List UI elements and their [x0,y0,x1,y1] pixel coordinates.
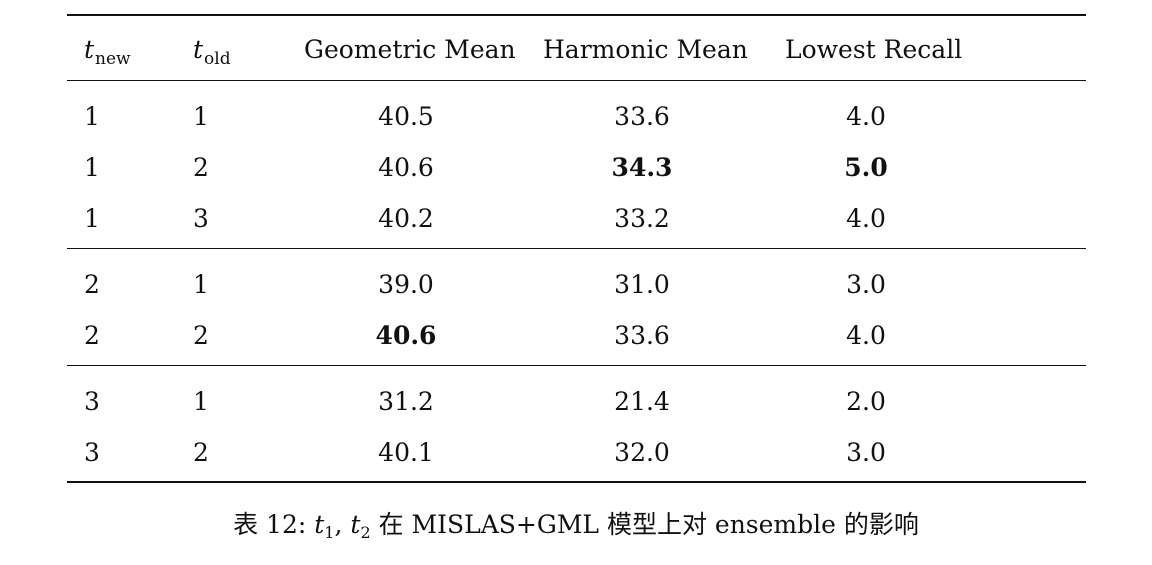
cell-geometric-mean: 39.0 [378,270,434,299]
cell-lowest-recall: 4.0 [846,321,886,350]
cell-lowest-recall: 4.0 [846,204,886,233]
cell-lowest-recall: 4.0 [846,102,886,131]
cell-t-new: 2 [84,321,100,350]
cell-harmonic-mean: 33.2 [614,204,670,233]
table-group-rule [67,365,1086,366]
cell-harmonic-mean-best: 34.3 [611,153,673,182]
cell-lowest-recall: 3.0 [846,270,886,299]
cell-geometric-mean-best: 40.6 [375,321,437,350]
table-bottom-rule [67,481,1086,483]
table-caption: 表 12: t1, t2 在 MISLAS+GML 模型上对 ensemble … [233,510,919,542]
cell-t-old: 2 [193,321,209,350]
cell-harmonic-mean: 33.6 [614,102,670,131]
header-harmonic-mean: Harmonic Mean [543,35,748,64]
cell-harmonic-mean: 31.0 [614,270,670,299]
cell-harmonic-mean: 32.0 [614,438,670,467]
cell-t-new: 1 [84,204,100,233]
cell-geometric-mean: 40.2 [378,204,434,233]
cell-t-new: 3 [84,387,100,416]
cell-t-old: 1 [193,270,209,299]
cell-lowest-recall-best: 5.0 [844,153,888,182]
cell-lowest-recall: 3.0 [846,438,886,467]
cell-t-new: 1 [84,153,100,182]
header-lowest-recall: Lowest Recall [785,35,963,64]
cell-t-new: 3 [84,438,100,467]
cell-geometric-mean: 40.6 [378,153,434,182]
cell-lowest-recall: 2.0 [846,387,886,416]
table-header-rule [67,80,1086,81]
header-t-old: told [193,35,231,69]
cell-t-new: 1 [84,102,100,131]
cell-t-new: 2 [84,270,100,299]
cell-t-old: 2 [193,438,209,467]
cell-t-old: 1 [193,387,209,416]
cell-t-old: 3 [193,204,209,233]
cell-harmonic-mean: 33.6 [614,321,670,350]
cell-t-old: 1 [193,102,209,131]
table-group-rule [67,248,1086,249]
cell-harmonic-mean: 21.4 [614,387,670,416]
header-geometric-mean: Geometric Mean [304,35,516,64]
cell-geometric-mean: 40.5 [378,102,434,131]
cell-t-old: 2 [193,153,209,182]
table-top-rule [67,14,1086,16]
header-t-new: tnew [84,35,131,69]
cell-geometric-mean: 40.1 [378,438,434,467]
cell-geometric-mean: 31.2 [378,387,434,416]
